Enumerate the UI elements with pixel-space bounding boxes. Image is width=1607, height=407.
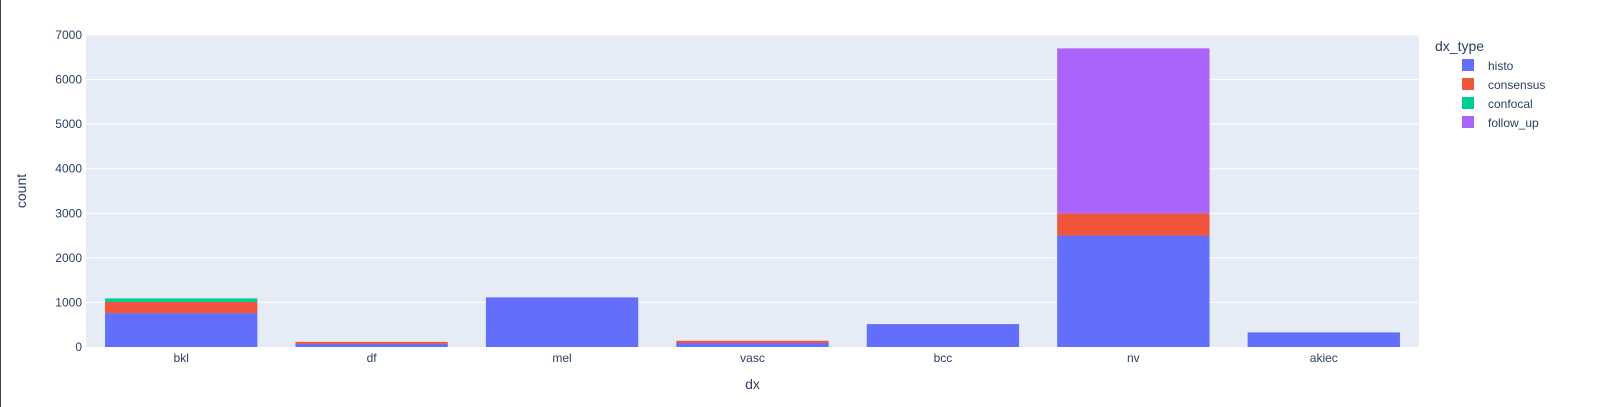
- legend-label-follow_up: follow_up: [1488, 116, 1539, 130]
- legend-swatch-follow_up: [1462, 116, 1474, 128]
- legend-swatch-confocal: [1462, 97, 1474, 109]
- legend: dx_type histo consensus confocal follow_up: [1435, 38, 1545, 130]
- bar-histo-df: [295, 343, 448, 347]
- bar-consensus-nv: [1057, 213, 1210, 236]
- x-tick-label: vasc: [740, 351, 765, 365]
- y-tick-label: 7000: [55, 28, 82, 42]
- y-axis-title: count: [13, 174, 29, 208]
- y-tick-label: 2000: [55, 251, 82, 265]
- x-tick-label: nv: [1127, 351, 1140, 365]
- bar-confocal-bkl: [105, 298, 258, 302]
- y-tick-label: 1000: [55, 295, 82, 309]
- y-tick-label: 3000: [55, 206, 82, 220]
- plot-background: [86, 35, 1419, 347]
- legend-label-histo: histo: [1488, 59, 1514, 73]
- bars: [105, 48, 1400, 347]
- bar-histo-bcc: [866, 324, 1020, 347]
- x-tick-label: bcc: [934, 351, 953, 365]
- x-tick-label: df: [367, 351, 378, 365]
- legend-swatch-histo: [1462, 59, 1474, 71]
- bar-histo-nv: [1057, 235, 1210, 347]
- gridlines: [86, 34, 1419, 303]
- bar-consensus-df: [295, 341, 448, 344]
- x-tick-label: bkl: [174, 351, 189, 365]
- legend-items: histo consensus confocal follow_up: [1462, 59, 1545, 130]
- bar-histo-vasc: [676, 342, 829, 347]
- legend-title: dx_type: [1435, 38, 1484, 54]
- bar-histo-akiec: [1247, 332, 1400, 347]
- bar-follow_up-nv: [1057, 48, 1210, 214]
- y-tick-label: 4000: [55, 162, 82, 176]
- x-tick-label: akiec: [1310, 351, 1338, 365]
- x-axis-title: dx: [745, 376, 760, 392]
- y-tick-labels: 0 1000 2000 3000 4000 5000 6000 7000: [55, 28, 82, 354]
- bar-consensus-vasc: [676, 340, 829, 343]
- bar-histo-mel: [485, 297, 639, 347]
- legend-label-confocal: confocal: [1488, 97, 1533, 111]
- bar-histo-bkl: [105, 313, 258, 347]
- x-tick-label: mel: [552, 351, 571, 365]
- legend-label-consensus: consensus: [1488, 78, 1545, 92]
- legend-swatch-consensus: [1462, 78, 1474, 90]
- y-tick-label: 6000: [55, 73, 82, 87]
- y-tick-label: 0: [75, 340, 82, 354]
- y-tick-label: 5000: [55, 117, 82, 131]
- bar-consensus-bkl: [105, 301, 258, 314]
- x-tick-labels: bkl df mel vasc bcc nv akiec: [174, 351, 1338, 365]
